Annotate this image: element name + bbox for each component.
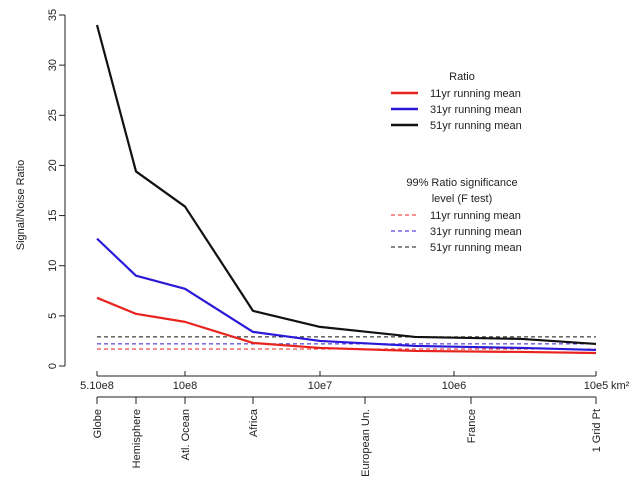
legend-significance-label: 51yr running mean <box>430 242 522 254</box>
legend-ratio-label: 11yr running mean <box>430 88 521 100</box>
x-tick-label: 10e7 <box>308 380 332 392</box>
series-lines <box>95 24 597 355</box>
region-label: Atl. Ocean <box>180 409 192 460</box>
series-line <box>95 24 597 346</box>
x-tick-label: 5.10e8 <box>80 380 114 392</box>
y-tick-label: 35 <box>47 9 59 21</box>
region-axis: Globe Hemisphere Atl. Ocean Africa European … <box>92 396 603 477</box>
legend-significance-label: 11yr running mean <box>430 210 521 222</box>
y-tick-label: 30 <box>47 59 59 71</box>
y-tick-label: 0 <box>47 363 59 369</box>
region-label: Hemisphere <box>131 409 143 468</box>
y-tick-label: 25 <box>47 109 59 121</box>
y-tick-label: 5 <box>47 313 59 319</box>
legend-significance-title-2: level (F test) <box>432 193 493 205</box>
legend-significance-title-1: 99% Ratio significance <box>406 177 517 189</box>
region-label: Africa <box>248 408 260 437</box>
legend-ratio-label: 31yr running mean <box>430 104 522 116</box>
region-label: 1 Grid Pt <box>591 409 603 452</box>
x-tick-label: 10e5 <box>584 380 608 392</box>
series-line <box>96 296 597 355</box>
significance-lines <box>97 336 596 350</box>
region-label: Globe <box>92 409 104 438</box>
legend-ratio-title: Ratio <box>449 71 475 83</box>
axes: 0 5 10 15 20 25 30 35 5.10e8 10e8 10e7 10e6 10e5 <box>47 9 608 392</box>
x-unit-label: km² <box>611 380 630 392</box>
y-tick-label: 10 <box>47 260 59 272</box>
y-axis-label: Signal/Noise Ratio <box>15 160 27 251</box>
region-label: France <box>466 409 478 443</box>
legend-significance-label: 31yr running mean <box>430 226 522 238</box>
x-tick-label: 10e8 <box>173 380 197 392</box>
legend-ratio-label: 51yr running mean <box>430 120 522 132</box>
region-label: European Un. <box>360 409 372 477</box>
legend: Ratio 99% Ratio significance level (F te… <box>391 71 522 254</box>
x-tick-label: 10e6 <box>442 380 466 392</box>
series-line <box>96 237 597 352</box>
y-tick-label: 20 <box>47 159 59 171</box>
y-tick-label: 15 <box>47 209 59 221</box>
